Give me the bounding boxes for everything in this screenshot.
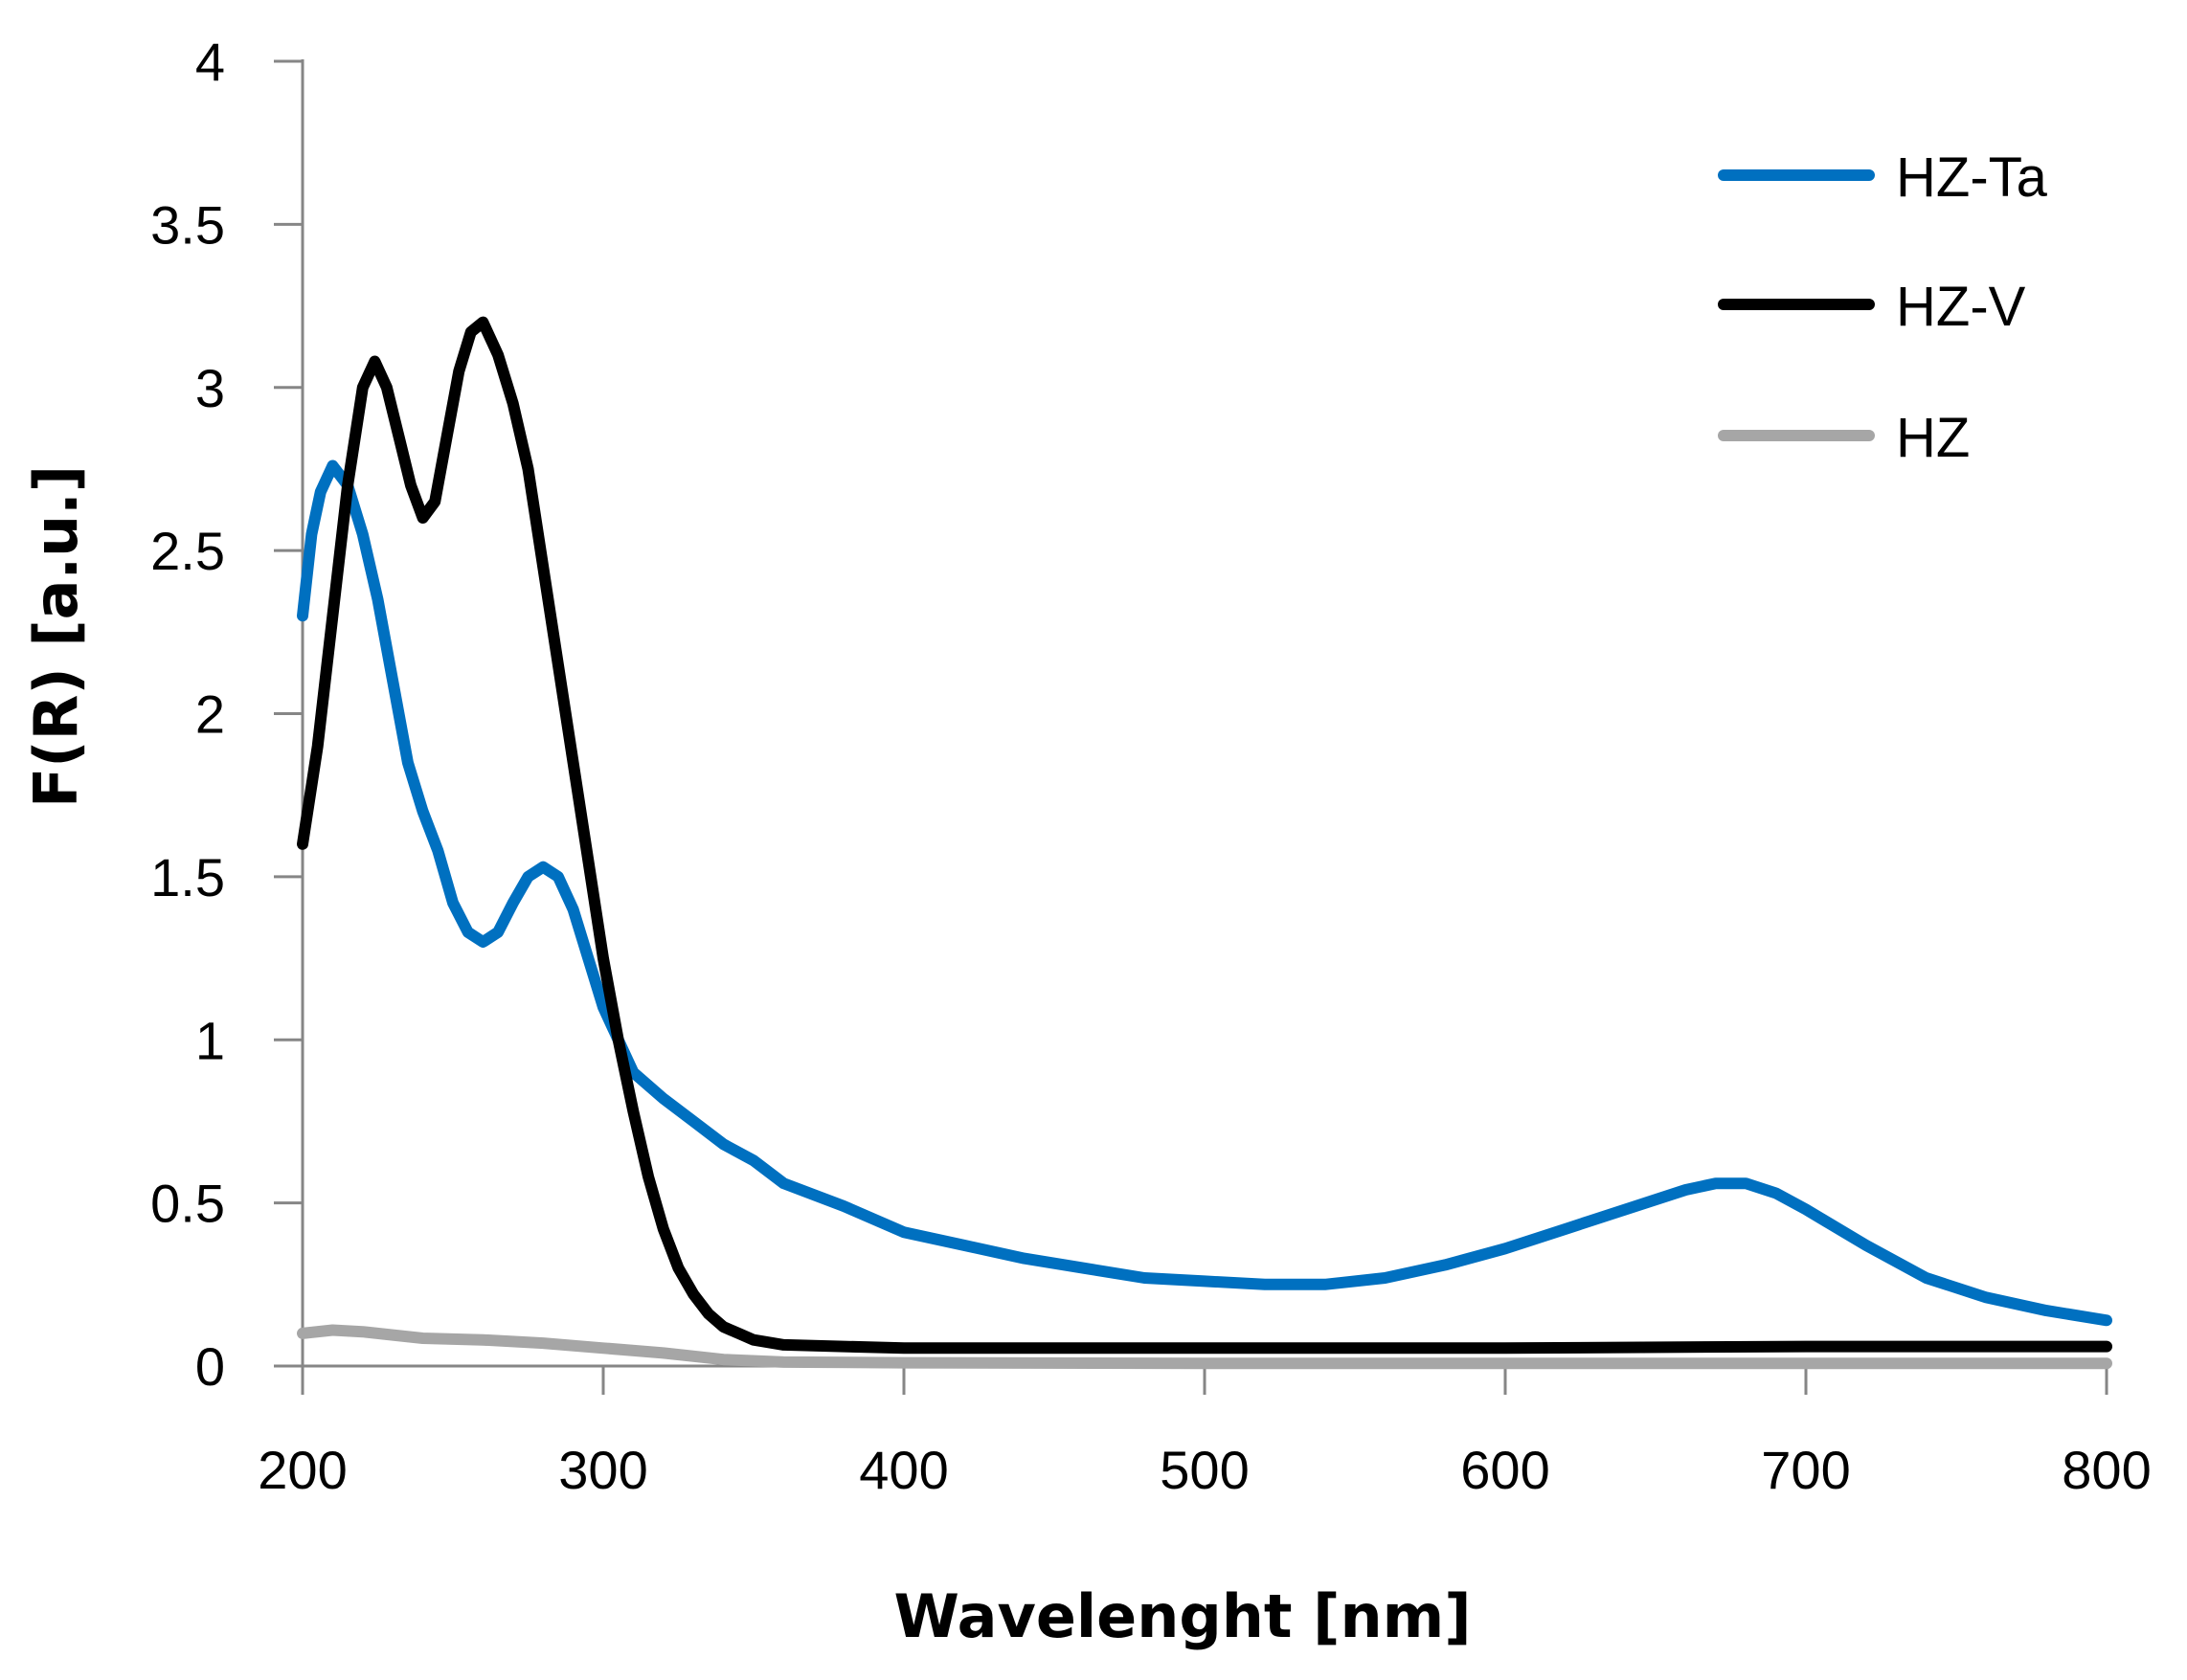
legend-label: HZ-Ta xyxy=(1896,146,2048,209)
y-tick-label: 1.5 xyxy=(150,847,225,907)
y-tick-label: 0 xyxy=(195,1336,225,1397)
y-tick-label: 1 xyxy=(195,1010,225,1070)
x-tick-label: 300 xyxy=(558,1440,647,1500)
y-tick-label: 0.5 xyxy=(150,1174,225,1234)
y-tick-label: 4 xyxy=(195,32,225,92)
legend-label: HZ xyxy=(1896,407,1970,469)
x-tick-label: 700 xyxy=(1761,1440,1850,1500)
series-layer xyxy=(297,316,2112,1370)
series-line-hz-ta xyxy=(297,459,2112,1327)
x-axis-title: Wavelenght [nm] xyxy=(893,1581,1471,1651)
series-line-hz xyxy=(297,1324,2112,1370)
x-tick-label: 200 xyxy=(258,1440,347,1500)
y-tick-label: 2 xyxy=(195,684,225,745)
x-tick-label: 400 xyxy=(859,1440,948,1500)
x-tick-label: 800 xyxy=(2062,1440,2151,1500)
axes: 0 0.5 1 1.5 2 2.5 3 3.5 4 200 300 400 500 600 700 800 xyxy=(150,32,2152,1500)
x-tick-label: 500 xyxy=(1160,1440,1249,1500)
series-line-hz-v xyxy=(297,316,2112,1355)
legend-label: HZ-V xyxy=(1896,276,2026,338)
y-tick-label: 2.5 xyxy=(150,521,225,581)
x-tick-label: 600 xyxy=(1460,1440,1549,1500)
legend: HZ-Ta HZ-V HZ xyxy=(1718,146,2048,469)
y-axis-title: F(R) [a.u.] xyxy=(21,465,91,808)
y-tick-label: 3 xyxy=(195,358,225,418)
y-tick-label: 3.5 xyxy=(150,194,225,255)
